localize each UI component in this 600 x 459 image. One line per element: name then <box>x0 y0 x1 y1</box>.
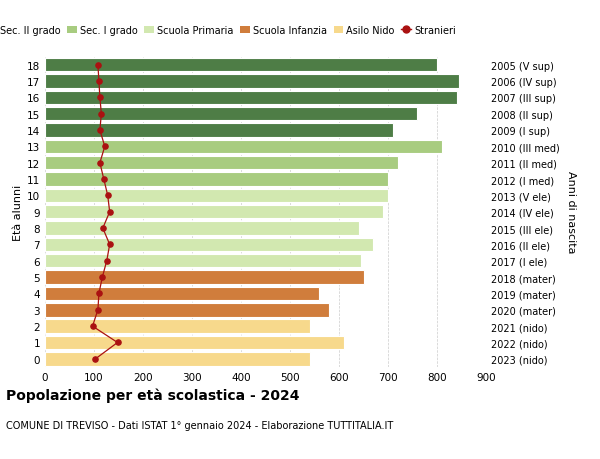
Point <box>95 95 104 102</box>
Bar <box>45 255 361 268</box>
Bar <box>45 59 437 72</box>
Text: Popolazione per età scolastica - 2024: Popolazione per età scolastica - 2024 <box>6 388 299 403</box>
Bar <box>45 303 329 317</box>
Bar <box>45 108 418 121</box>
Bar <box>45 206 383 219</box>
Bar <box>45 336 344 349</box>
Point <box>100 143 110 151</box>
Point <box>88 323 97 330</box>
Bar <box>45 173 388 186</box>
Point <box>95 160 104 167</box>
Point <box>99 176 109 183</box>
Point <box>95 127 104 134</box>
Point <box>97 111 106 118</box>
Bar <box>45 353 310 366</box>
Point <box>105 208 115 216</box>
Point <box>98 274 107 281</box>
Text: COMUNE DI TREVISO - Dati ISTAT 1° gennaio 2024 - Elaborazione TUTTITALIA.IT: COMUNE DI TREVISO - Dati ISTAT 1° gennai… <box>6 420 393 430</box>
Point <box>94 290 104 297</box>
Bar <box>45 320 310 333</box>
Point <box>103 192 113 200</box>
Bar <box>45 287 319 301</box>
Bar <box>45 222 359 235</box>
Legend: Sec. II grado, Sec. I grado, Scuola Primaria, Scuola Infanzia, Asilo Nido, Stran: Sec. II grado, Sec. I grado, Scuola Prim… <box>0 22 460 39</box>
Point <box>93 62 103 69</box>
Point <box>93 307 103 314</box>
Point <box>105 241 115 249</box>
Point <box>91 355 100 363</box>
Bar <box>45 189 388 203</box>
Point <box>94 78 104 85</box>
Bar <box>45 271 364 284</box>
Bar <box>45 75 459 89</box>
Point <box>98 225 107 232</box>
Y-axis label: Età alunni: Età alunni <box>13 184 23 241</box>
Y-axis label: Anni di nascita: Anni di nascita <box>566 171 576 253</box>
Point <box>102 257 112 265</box>
Bar <box>45 157 398 170</box>
Bar <box>45 238 373 252</box>
Bar <box>45 124 393 137</box>
Point <box>113 339 122 347</box>
Bar <box>45 140 442 154</box>
Bar <box>45 91 457 105</box>
